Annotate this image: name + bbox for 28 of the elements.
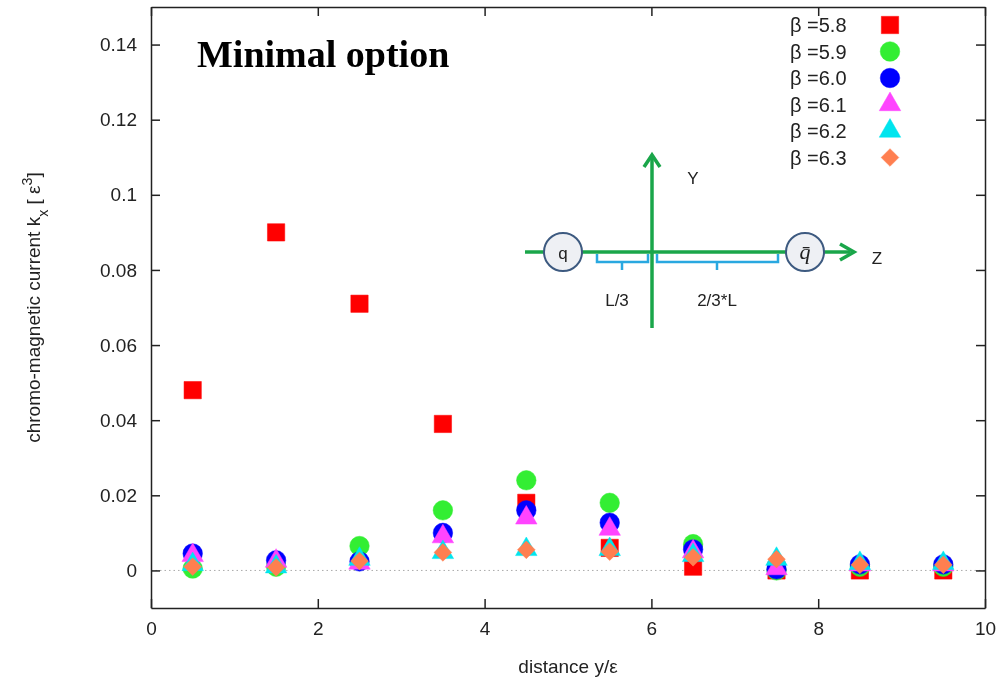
annotation: q̄ bbox=[799, 239, 811, 264]
annotation: q bbox=[558, 244, 568, 263]
x-tick-label: 8 bbox=[813, 618, 824, 640]
legend-label: β =6.0 bbox=[790, 67, 847, 89]
legend-label: β =5.9 bbox=[790, 40, 847, 63]
text: Minimal option bbox=[197, 33, 450, 75]
x-tick-label: 10 bbox=[974, 618, 997, 640]
y-tick-label: 0.12 bbox=[100, 109, 137, 131]
y-tick-label: 0.1 bbox=[110, 184, 137, 206]
legend-label: β =6.1 bbox=[790, 93, 847, 116]
y-tick-label: 0.02 bbox=[100, 484, 137, 506]
x-tick-label: 2 bbox=[313, 618, 324, 640]
legend-label: β =5.8 bbox=[790, 14, 847, 36]
x-tick-label: 6 bbox=[646, 618, 658, 640]
legend-label: β =6.2 bbox=[790, 120, 847, 142]
annotation: Z bbox=[871, 249, 883, 268]
x-axis-title: distance y/ε bbox=[518, 656, 619, 677]
annotation: Y bbox=[687, 169, 699, 188]
x-tick-label: 4 bbox=[479, 618, 491, 640]
legend-label: β =6.3 bbox=[790, 146, 847, 169]
y-tick-label: 0.04 bbox=[100, 409, 138, 431]
annotation: L/3 bbox=[605, 291, 629, 310]
y-tick-label: 0 bbox=[126, 560, 137, 582]
y-tick-label: 0.08 bbox=[100, 259, 137, 281]
y-tick-label: 0.14 bbox=[100, 34, 138, 56]
x-tick-label: 0 bbox=[146, 618, 157, 640]
annotation: 2/3*L bbox=[697, 291, 737, 310]
y-tick-label: 0.06 bbox=[100, 334, 137, 356]
